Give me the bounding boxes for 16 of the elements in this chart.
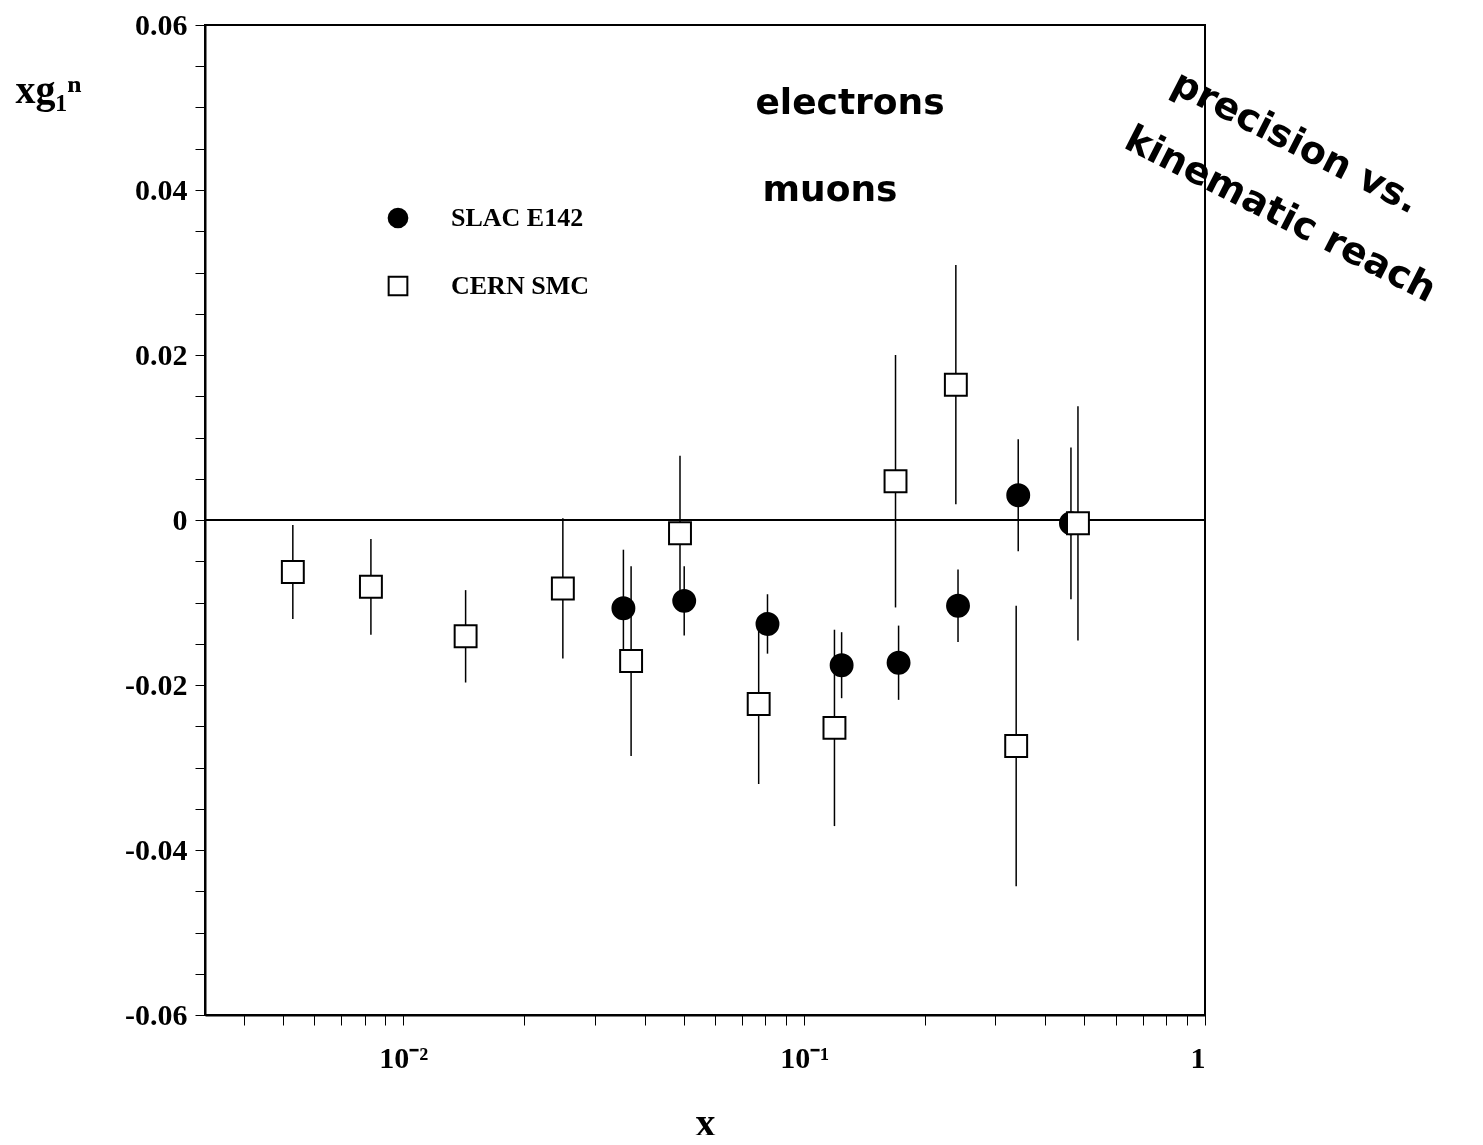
x-tick-label: 1 (1190, 1040, 1206, 1074)
y-tick-label: 0.04 (135, 172, 188, 206)
y-tick-label: 0 (172, 502, 188, 536)
y-tick-label: 0.06 (135, 7, 188, 41)
annotation: muons (762, 168, 898, 209)
x-tick-label: 10⁻² (379, 1040, 429, 1074)
y-tick-label: -0.02 (125, 667, 188, 701)
legend-label: CERN SMC (451, 271, 589, 300)
y-tick-label: -0.04 (125, 832, 188, 866)
legend-label: SLAC E142 (451, 203, 584, 232)
annotation: electrons (755, 81, 945, 122)
y-tick-label: -0.06 (125, 997, 188, 1031)
x-tick-label: 10⁻¹ (780, 1040, 830, 1074)
y-axis-title: xg₁ⁿ (15, 66, 82, 112)
x-axis-title: x (695, 1099, 716, 1145)
y-tick-label: 0.02 (135, 337, 188, 371)
